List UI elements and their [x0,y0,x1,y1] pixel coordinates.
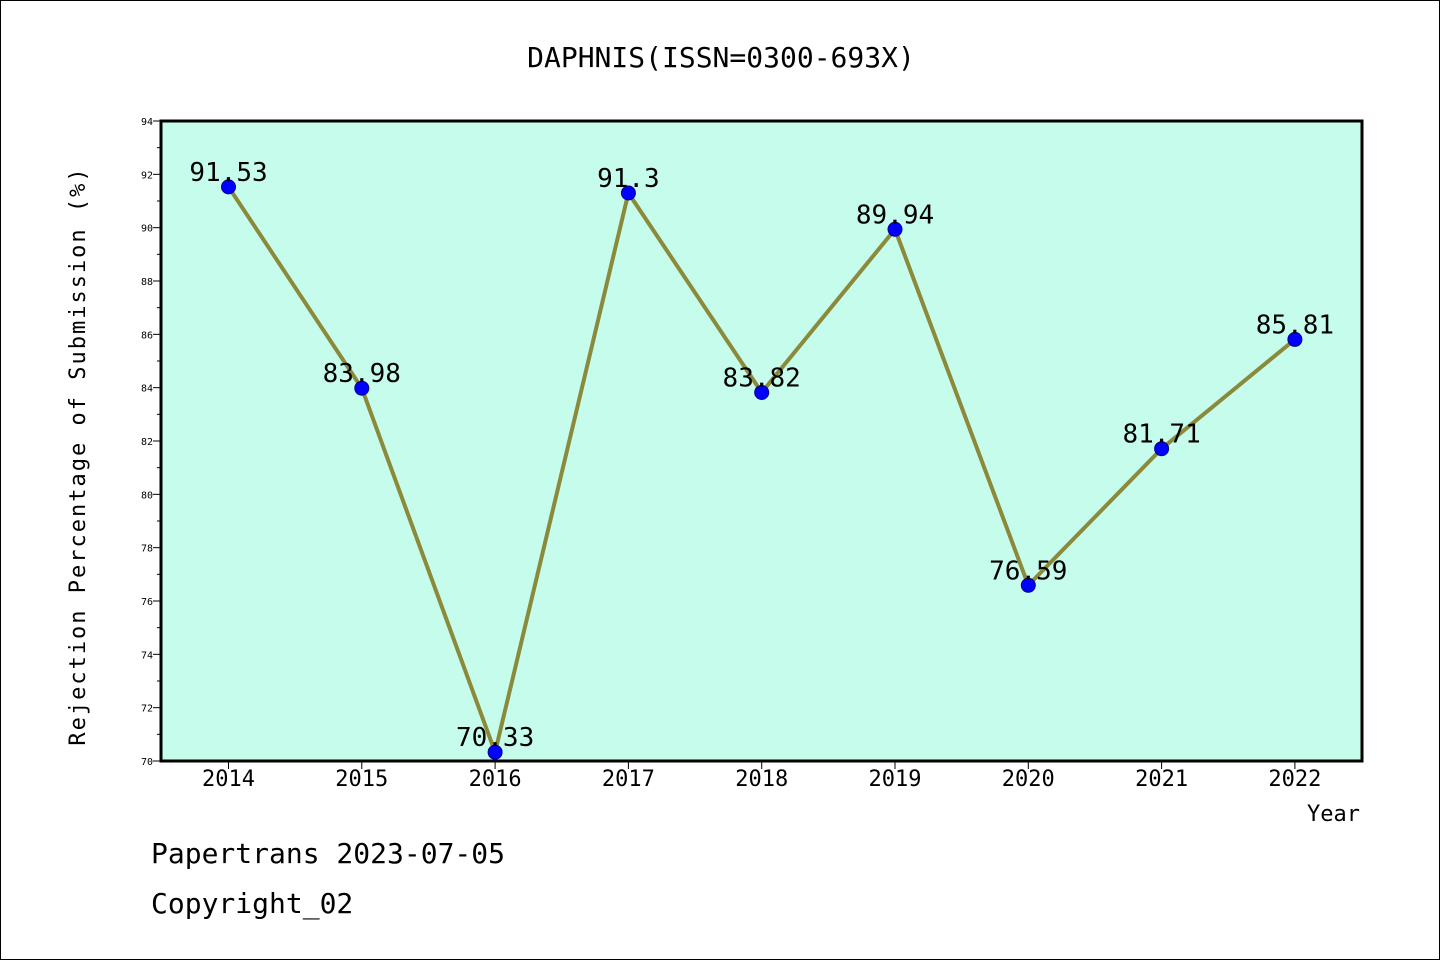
chart-title: DAPHNIS(ISSN=0300-693X) [527,41,915,74]
x-tick-label: 2022 [1268,767,1321,792]
data-point [487,744,503,760]
y-tick-label: 78 [141,544,153,555]
data-label: 81.71 [1122,420,1200,450]
y-axis-label: Rejection Percentage of Submission (%) [66,166,91,745]
data-point [887,221,903,237]
x-tick-label: 2020 [1002,767,1055,792]
data-label: 91.53 [189,158,267,188]
x-tick-label: 2014 [202,767,255,792]
data-label: 85.81 [1256,310,1334,340]
y-tick-label: 70 [141,757,153,768]
data-label: 83.82 [723,363,801,393]
data-label: 91.3 [597,164,660,194]
y-tick-label: 74 [141,650,153,661]
data-label: 70.33 [456,723,534,753]
data-point [1020,577,1036,593]
data-point [754,384,770,400]
x-tick-label: 2015 [335,767,388,792]
data-point [620,185,636,201]
y-tick-label: 92 [141,170,153,181]
x-tick-label: 2019 [869,767,922,792]
data-label: 83.98 [323,359,401,389]
x-axis-label: Year [1307,802,1360,827]
data-point [354,380,370,396]
data-point [221,179,236,195]
y-tick-label: 82 [141,437,153,448]
plot-area [161,121,1362,761]
y-tick-label: 90 [141,224,153,235]
y-tick-label: 72 [141,704,153,715]
x-tick-label: 2017 [602,767,655,792]
x-tick-label: 2021 [1135,767,1188,792]
y-tick-label: 94 [141,117,153,128]
x-tick-label: 2018 [735,767,788,792]
data-point [1287,331,1303,347]
y-tick-label: 86 [141,330,153,341]
data-label: 76.59 [989,556,1067,586]
x-tick-label: 2016 [469,767,522,792]
y-tick-label: 88 [141,277,153,288]
footer-copyright: Copyright_02 [151,887,354,920]
y-tick-label: 76 [141,597,153,608]
data-label: 89.94 [856,200,934,230]
plot-frame [159,119,1364,763]
y-tick-label: 84 [141,384,153,395]
y-tick-label: 80 [141,490,153,501]
footer-credit: Papertrans 2023-07-05 [151,837,506,870]
data-point [1154,441,1170,457]
